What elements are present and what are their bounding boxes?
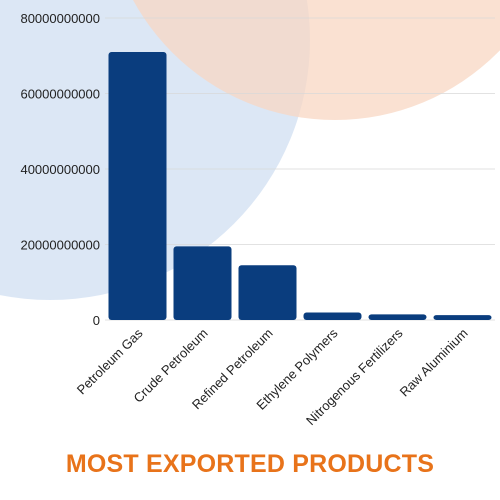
y-axis: 0 20000000000 40000000000 60000000000 800000… [20, 11, 100, 328]
bar [433, 315, 492, 320]
y-tick-label: 80000000000 [20, 11, 100, 26]
y-tick-label: 0 [93, 313, 100, 328]
bar [108, 51, 167, 320]
background-circle-peach [133, 0, 500, 120]
x-tick-label: Petroleum Gas [74, 325, 146, 397]
bars [108, 51, 492, 320]
y-tick-label: 60000000000 [20, 87, 100, 102]
bar [238, 265, 297, 320]
y-tick-label: 20000000000 [20, 238, 100, 253]
gridlines [105, 17, 495, 321]
bar [368, 314, 427, 320]
x-tick-label: Raw Aluminium [397, 326, 471, 400]
background-decoration [0, 0, 500, 300]
bar [303, 312, 362, 320]
chart-title: MOST EXPORTED PRODUCTS [65, 450, 435, 478]
y-tick-label: 40000000000 [20, 162, 100, 177]
bar [173, 246, 232, 320]
